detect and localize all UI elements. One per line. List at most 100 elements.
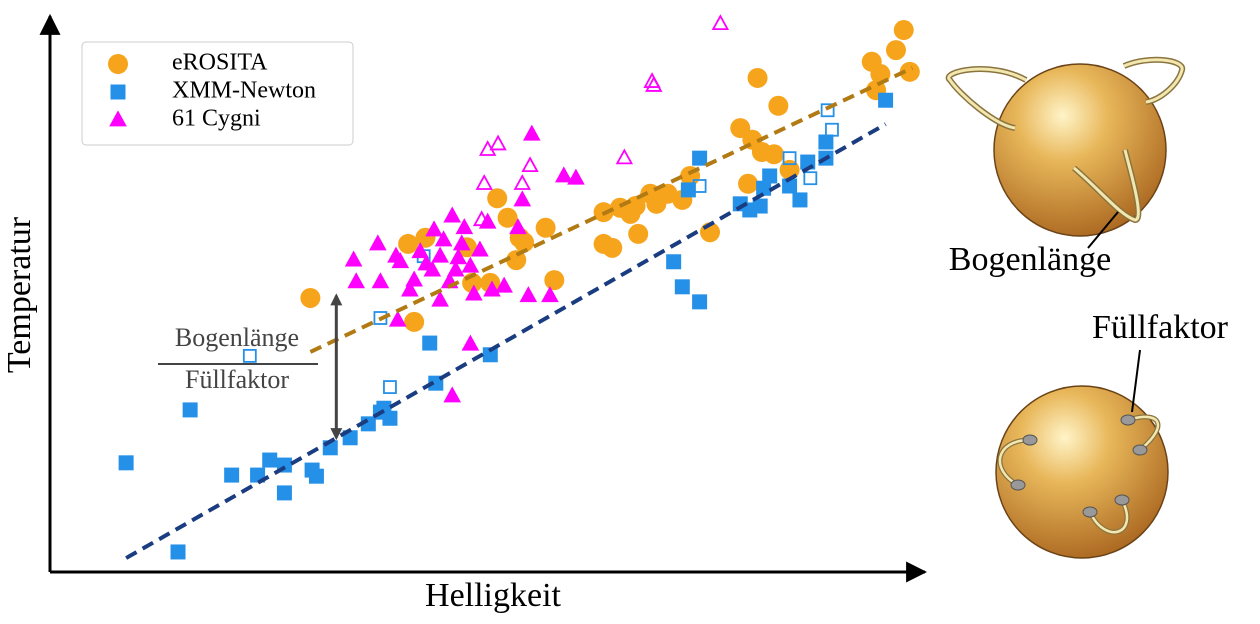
data-point <box>383 380 397 394</box>
data-point <box>738 173 759 194</box>
data-point <box>398 233 419 254</box>
data-point <box>555 166 573 183</box>
data-point <box>465 284 483 301</box>
data-point <box>425 220 443 237</box>
data-point <box>170 544 186 560</box>
legend <box>81 41 354 146</box>
data-point <box>431 246 449 263</box>
data-point <box>747 67 768 88</box>
data-point <box>513 190 532 207</box>
data-point <box>768 95 789 116</box>
data-point <box>434 230 453 247</box>
data-point <box>825 122 839 137</box>
data-point <box>404 311 425 332</box>
data-point <box>347 272 366 289</box>
data-point <box>422 335 438 351</box>
data-point <box>899 61 920 82</box>
data-point <box>417 254 436 271</box>
data-point <box>567 168 585 185</box>
illustration-label: Füllfaktor <box>1092 309 1229 346</box>
data-point <box>878 92 894 108</box>
data-point <box>344 250 363 267</box>
data-point <box>110 84 126 100</box>
data-point <box>428 375 444 391</box>
data-point <box>818 134 834 150</box>
data-point <box>509 218 527 235</box>
data-point <box>820 103 835 118</box>
data-point <box>242 348 257 363</box>
data-point <box>118 455 134 471</box>
data-point <box>411 242 430 259</box>
data-point <box>893 20 914 41</box>
data-point <box>388 310 407 327</box>
data-point <box>405 270 423 287</box>
data-point <box>615 148 634 165</box>
data-point <box>513 174 531 190</box>
data-point <box>487 188 508 209</box>
data-point <box>674 279 690 295</box>
star-top <box>945 56 1185 249</box>
data-point <box>544 270 565 291</box>
data-point <box>455 218 474 235</box>
y-axis-label: Temperatur <box>1 216 38 373</box>
illustration-label: Bogenlänge <box>949 241 1111 278</box>
data-point <box>803 171 818 186</box>
data-point <box>711 14 730 31</box>
data-point <box>680 182 696 198</box>
data-point <box>369 234 387 251</box>
data-point <box>625 196 646 217</box>
data-point <box>371 272 390 289</box>
legend-label: 61 Cygni <box>172 106 261 132</box>
data-point <box>602 237 623 258</box>
data-point <box>514 232 535 253</box>
data-point <box>461 256 480 273</box>
data-point <box>692 294 708 310</box>
data-point <box>276 485 292 501</box>
data-point <box>431 290 449 307</box>
data-point <box>489 134 507 151</box>
data-point <box>666 254 682 270</box>
data-point <box>885 40 906 61</box>
data-point <box>475 174 493 190</box>
data-point <box>756 180 772 196</box>
data-point <box>782 151 797 166</box>
data-point <box>792 192 808 208</box>
data-point <box>109 110 127 127</box>
data-point <box>541 286 559 303</box>
data-point <box>762 168 778 184</box>
x-axis-label: Helligkeit <box>425 577 562 614</box>
data-point <box>482 347 498 363</box>
data-point <box>224 467 240 483</box>
data-point <box>478 212 497 229</box>
trend-line <box>125 122 887 560</box>
data-point <box>521 156 539 173</box>
data-point <box>506 250 527 271</box>
fraction-denominator: Füllfaktor <box>185 365 289 394</box>
data-point <box>452 234 471 251</box>
data-point <box>443 386 462 403</box>
data-point <box>692 150 708 166</box>
data-point <box>645 76 663 92</box>
data-point <box>519 286 538 303</box>
data-point <box>461 334 480 351</box>
data-point <box>262 452 278 468</box>
data-point <box>497 207 518 228</box>
data-point <box>782 178 798 194</box>
data-point <box>382 410 398 426</box>
data-point <box>752 198 768 214</box>
data-point <box>535 217 556 238</box>
data-point <box>471 240 489 257</box>
data-point <box>523 124 541 141</box>
data-point <box>108 54 128 74</box>
data-point <box>628 223 649 244</box>
data-point <box>443 206 462 223</box>
legend-label: eROSITA <box>172 50 268 76</box>
data-point <box>764 144 785 165</box>
data-point <box>182 402 198 418</box>
data-point <box>387 246 405 263</box>
plot-area <box>118 14 920 560</box>
data-point <box>446 260 465 277</box>
data-point <box>401 280 419 297</box>
